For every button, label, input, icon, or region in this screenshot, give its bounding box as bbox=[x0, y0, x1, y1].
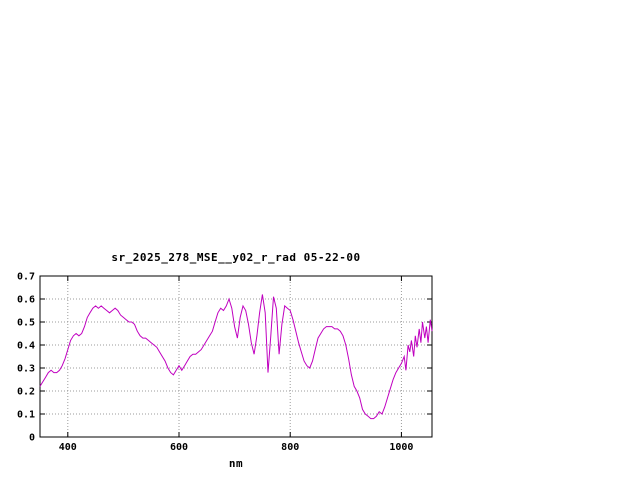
x-tick-label: 800 bbox=[281, 442, 299, 453]
y-tick-label: 0.2 bbox=[17, 387, 35, 398]
y-tick-label: 0.4 bbox=[17, 341, 35, 352]
y-tick-label: 0.6 bbox=[17, 295, 35, 306]
y-tick-label: 0.1 bbox=[17, 410, 35, 421]
plot-border bbox=[39, 275, 433, 438]
x-tick-label: 1000 bbox=[389, 442, 413, 453]
y-tick-label: 0.5 bbox=[17, 318, 35, 329]
series-line bbox=[39, 294, 433, 420]
y-tick-label: 0 bbox=[29, 433, 35, 444]
x-axis-label: nm bbox=[228, 457, 244, 470]
y-tick-label: 0.3 bbox=[17, 364, 35, 375]
chart-title: sr_2025_278_MSE__y02_r_rad 05-22-00 bbox=[111, 251, 361, 264]
x-tick-label: 400 bbox=[59, 442, 77, 453]
x-tick-label: 600 bbox=[170, 442, 188, 453]
y-tick-label: 0.7 bbox=[17, 272, 35, 283]
